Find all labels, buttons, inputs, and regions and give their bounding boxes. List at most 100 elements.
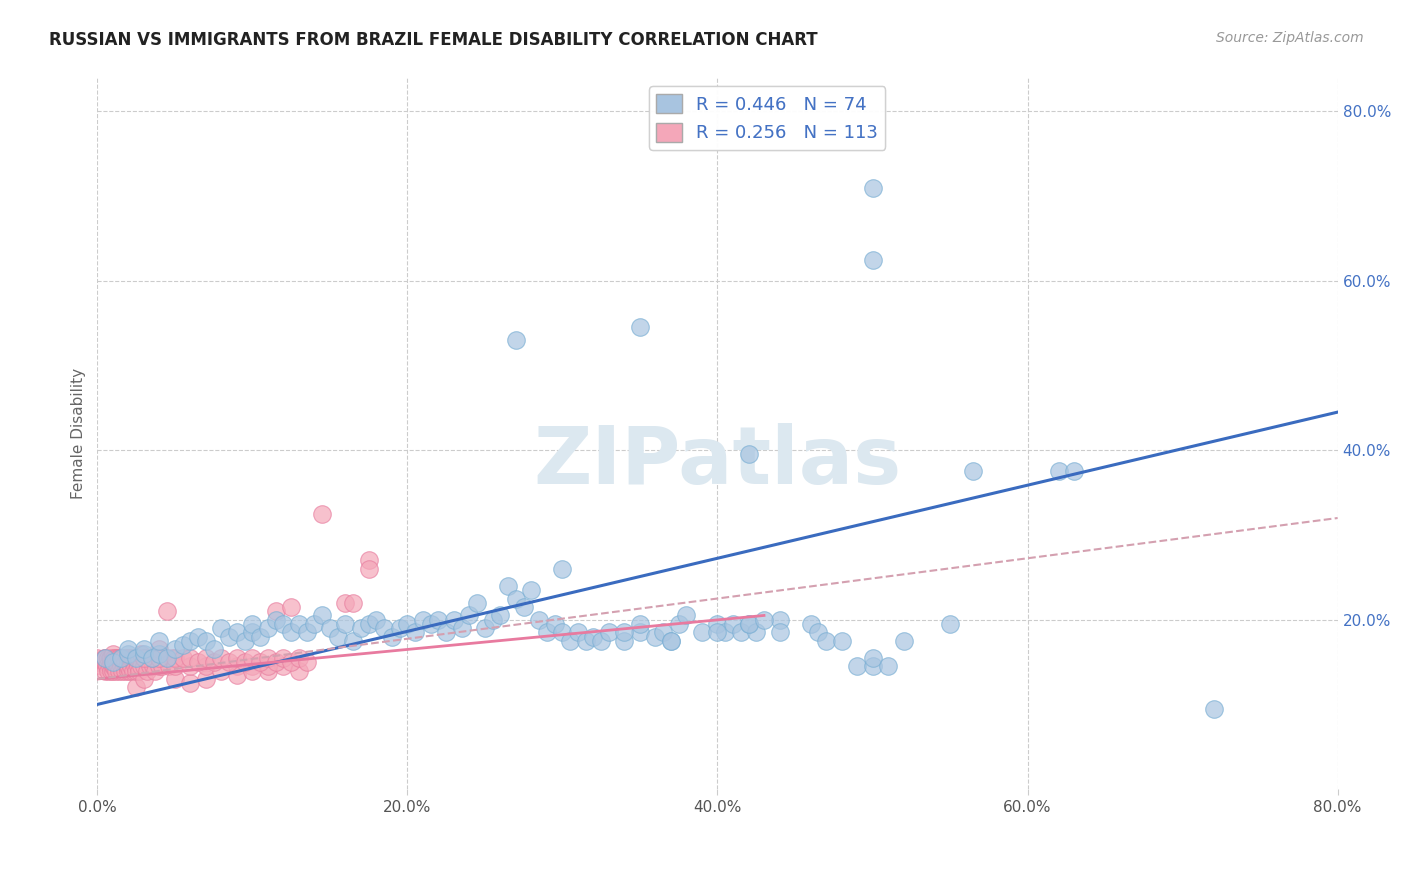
Point <box>846 659 869 673</box>
Point <box>745 625 768 640</box>
Point <box>111 664 134 678</box>
Point <box>280 625 302 640</box>
Point <box>962 464 984 478</box>
Point <box>209 650 232 665</box>
Point <box>721 616 744 631</box>
Point <box>536 625 558 640</box>
Point <box>714 625 737 640</box>
Point <box>366 613 388 627</box>
Point <box>404 625 426 640</box>
Point <box>172 650 194 665</box>
Point <box>141 650 163 665</box>
Point <box>591 633 613 648</box>
Point <box>288 650 311 665</box>
Point <box>163 659 186 673</box>
Point <box>862 252 884 267</box>
Point <box>628 320 651 334</box>
Point <box>163 642 186 657</box>
Point <box>264 604 287 618</box>
Point <box>465 596 488 610</box>
Point <box>342 633 364 648</box>
Point <box>225 659 247 673</box>
Point <box>242 625 264 640</box>
Point <box>179 659 201 673</box>
Point <box>202 655 225 669</box>
Point <box>264 655 287 669</box>
Point <box>295 655 318 669</box>
Point <box>257 621 280 635</box>
Point <box>690 625 713 640</box>
Point <box>114 664 136 678</box>
Point <box>257 650 280 665</box>
Point <box>862 180 884 194</box>
Point <box>179 633 201 648</box>
Point <box>104 664 127 678</box>
Point <box>104 650 127 665</box>
Point <box>373 621 395 635</box>
Point <box>163 650 186 665</box>
Point <box>194 659 217 673</box>
Point <box>520 582 543 597</box>
Point <box>101 664 124 678</box>
Point <box>156 650 179 665</box>
Point <box>295 625 318 640</box>
Point <box>257 659 280 673</box>
Point <box>124 650 146 665</box>
Point <box>110 650 132 665</box>
Point <box>129 659 152 673</box>
Point <box>644 630 666 644</box>
Point <box>257 664 280 678</box>
Point <box>737 447 759 461</box>
Point <box>194 672 217 686</box>
Point <box>273 659 295 673</box>
Point <box>155 650 177 665</box>
Point <box>118 650 141 665</box>
Text: RUSSIAN VS IMMIGRANTS FROM BRAZIL FEMALE DISABILITY CORRELATION CHART: RUSSIAN VS IMMIGRANTS FROM BRAZIL FEMALE… <box>49 31 818 49</box>
Point <box>97 650 120 665</box>
Point <box>706 616 728 631</box>
Point <box>737 616 759 631</box>
Point <box>117 664 139 678</box>
Point <box>132 672 155 686</box>
Point <box>350 621 373 635</box>
Point <box>114 655 136 669</box>
Point <box>659 633 682 648</box>
Text: ZIPatlas: ZIPatlas <box>533 423 901 500</box>
Point <box>117 642 139 657</box>
Point <box>357 562 380 576</box>
Point <box>233 633 256 648</box>
Point <box>768 613 790 627</box>
Point <box>659 633 682 648</box>
Point <box>496 579 519 593</box>
Point <box>218 655 240 669</box>
Point <box>381 630 404 644</box>
Point <box>136 650 159 665</box>
Point <box>101 659 124 673</box>
Point <box>128 650 150 665</box>
Point <box>96 659 118 673</box>
Point <box>628 616 651 631</box>
Point <box>319 621 342 635</box>
Point <box>93 650 115 665</box>
Point <box>117 659 139 673</box>
Y-axis label: Female Disability: Female Disability <box>72 368 86 499</box>
Point <box>118 664 141 678</box>
Point <box>98 650 121 665</box>
Point <box>160 650 183 665</box>
Point <box>443 613 465 627</box>
Point <box>877 659 900 673</box>
Point <box>225 650 247 665</box>
Point <box>86 650 108 665</box>
Point <box>264 613 287 627</box>
Point <box>218 630 240 644</box>
Point <box>481 613 503 627</box>
Point <box>242 664 264 678</box>
Point <box>613 633 636 648</box>
Point <box>233 655 256 669</box>
Point <box>1063 464 1085 478</box>
Point <box>273 650 295 665</box>
Point <box>111 650 134 665</box>
Point <box>529 613 551 627</box>
Point <box>129 647 152 661</box>
Point <box>98 659 121 673</box>
